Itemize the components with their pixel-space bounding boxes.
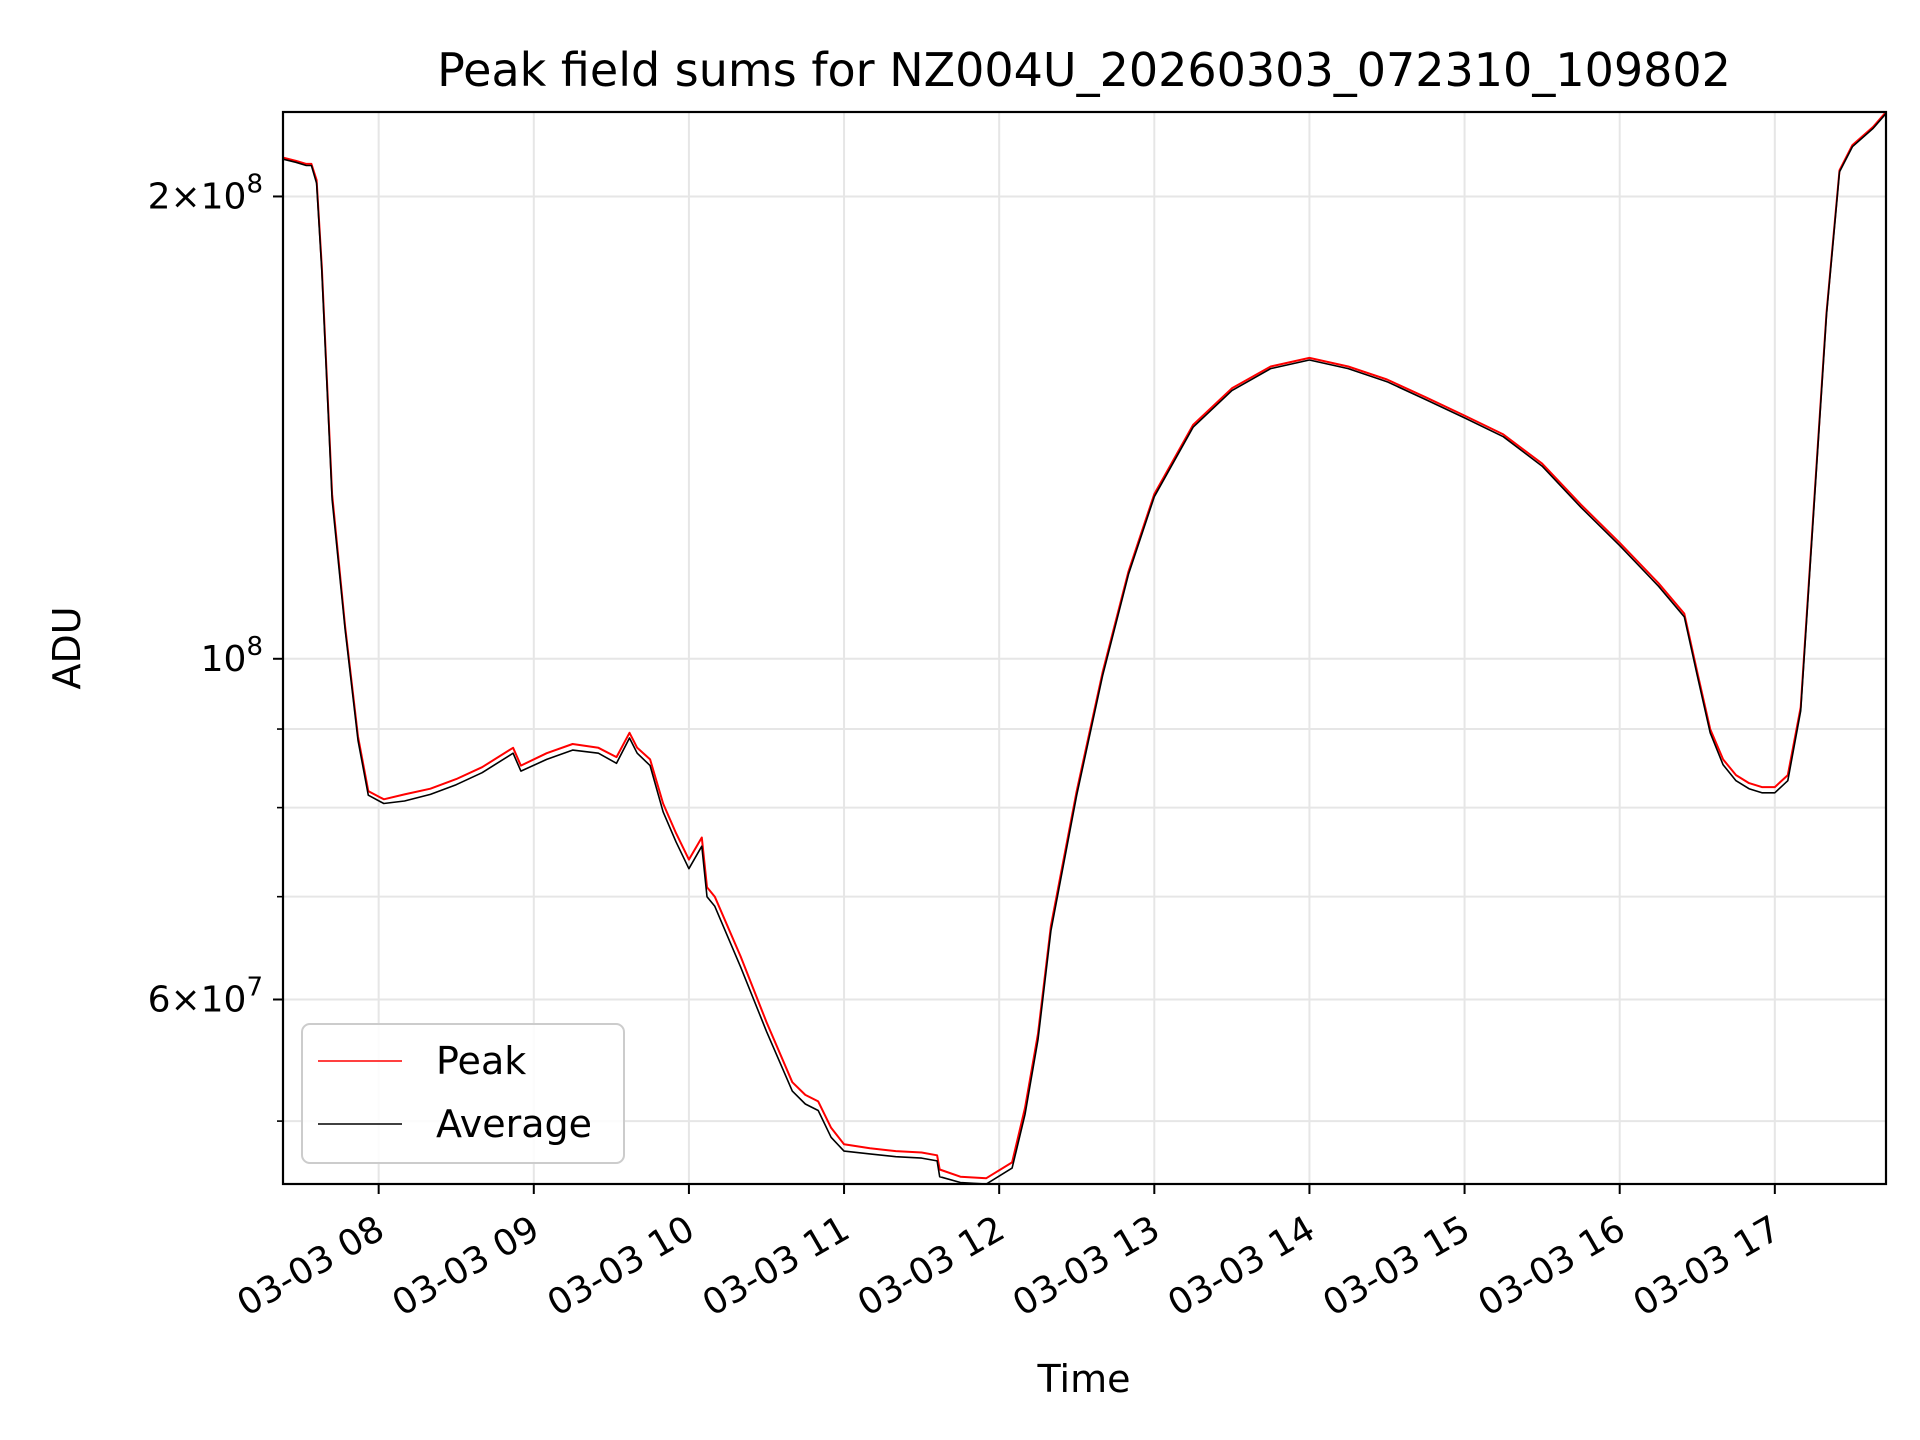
legend-label-peak: Peak bbox=[436, 1039, 526, 1083]
x-axis-label: Time bbox=[1037, 1357, 1131, 1401]
legend: Peak Average bbox=[301, 1023, 625, 1164]
y-tick-label: 2×108 bbox=[148, 169, 263, 217]
plot-frame bbox=[281, 110, 1888, 1186]
y-axis-label: ADU bbox=[45, 606, 89, 689]
series-layer bbox=[283, 112, 1886, 1184]
y-tick-label: 6×107 bbox=[148, 972, 263, 1020]
grid bbox=[283, 112, 1886, 1184]
y-tick-label: 108 bbox=[201, 632, 263, 680]
legend-box bbox=[301, 1023, 625, 1164]
y-axis-ticks: 6×107 108 2×108 bbox=[148, 169, 283, 1122]
series-line-average bbox=[283, 112, 1886, 1184]
legend-label-average: Average bbox=[436, 1102, 592, 1146]
chart-title: Peak field sums for NZ004U_20260303_0723… bbox=[437, 43, 1731, 97]
